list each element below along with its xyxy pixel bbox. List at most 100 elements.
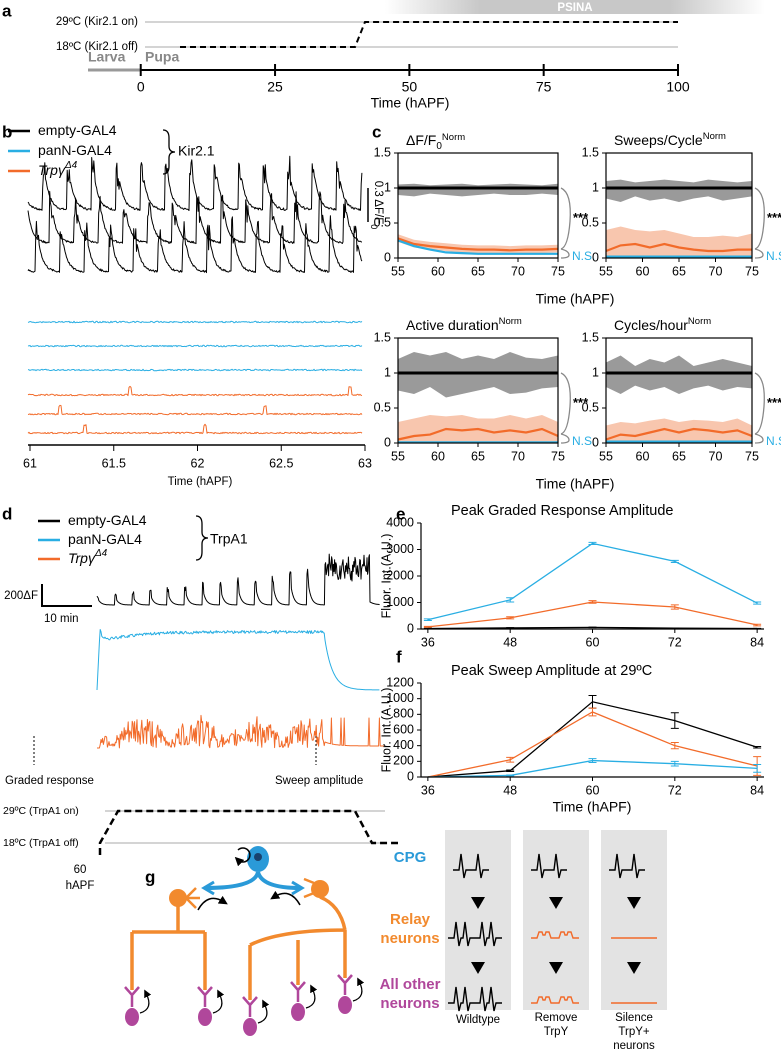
scale-bar-label: 200ΔF	[4, 590, 38, 602]
axes	[420, 523, 764, 630]
y-tick-label: 0.5	[582, 400, 599, 414]
legend-group: TrpA1	[210, 531, 248, 547]
x-tick-label: 65	[471, 449, 485, 463]
x-tick-label: 84	[750, 635, 764, 649]
column-bg	[523, 830, 589, 1010]
relay-label: Relay	[390, 911, 431, 928]
panel-label: c	[372, 122, 381, 141]
temp-label: 18ºC (TrpA1 off)	[3, 837, 79, 849]
feedback-arrow	[257, 999, 270, 1024]
y-tick-label: 800	[393, 707, 414, 721]
x-tick-label: 50	[402, 79, 418, 95]
x-tick-label: 60	[431, 264, 445, 278]
y-tick-label: 4000	[386, 515, 414, 529]
neuron	[338, 996, 352, 1014]
x-tick-label: 75	[551, 449, 565, 463]
column-label: Remove	[535, 1012, 578, 1024]
trace	[27, 368, 363, 372]
relay-receptor	[303, 877, 315, 899]
legend-brace	[195, 515, 209, 561]
ns-bracket	[560, 248, 570, 259]
legend-name: panN-GAL4	[38, 142, 112, 158]
cpg-axon	[204, 871, 301, 890]
title-sup: Norm	[442, 132, 465, 143]
waveform	[531, 853, 567, 879]
y-axis-label: Fluor. Int.(A.U.)	[379, 688, 393, 773]
column-label: TrpY	[544, 1026, 569, 1038]
error-bar	[753, 601, 762, 605]
x-tick-label: 55	[599, 449, 613, 463]
feedback-arrow	[305, 984, 318, 1009]
legend-entry: empty-GAL4	[38, 122, 117, 138]
series-line	[397, 237, 559, 252]
legend-sup: Δ4	[94, 548, 108, 559]
x-tick-label: 75	[536, 79, 552, 95]
trace	[96, 629, 380, 691]
x-tick-label: 55	[391, 264, 405, 278]
title-sup: Norm	[688, 316, 711, 327]
title-sup: Norm	[703, 131, 726, 142]
x-tick-label: 62.5	[269, 456, 293, 470]
y-tick-label: 0.5	[582, 215, 599, 229]
axis-label: Time (hAPF)	[168, 476, 233, 488]
arrow	[627, 897, 641, 909]
column-bg	[445, 830, 511, 1010]
receptor	[197, 986, 213, 1007]
relay-axons	[130, 895, 347, 1000]
chart-title: ΔF/F0Norm	[406, 132, 465, 153]
title-text: ΔF/F	[406, 132, 436, 148]
x-tick-label: 61.5	[102, 456, 126, 470]
panel-label: d	[2, 504, 12, 523]
title-text: Cycles/hour	[614, 317, 688, 333]
error-bar	[670, 604, 679, 610]
waveform	[453, 853, 489, 879]
title-sub: 0	[436, 141, 442, 152]
trace	[27, 385, 363, 397]
y-tick-label: 0	[592, 250, 599, 264]
ns-bracket	[754, 433, 764, 444]
y-tick-label: 1.5	[582, 145, 599, 159]
y-tick-label: 600	[393, 722, 414, 736]
plot-frame	[605, 152, 753, 259]
column-bg	[601, 830, 667, 1010]
x-tick-label: 25	[267, 79, 283, 95]
scale-bar-label: 10 min	[44, 613, 79, 625]
x-tick-label: 70	[511, 449, 525, 463]
relay-label: neurons	[380, 930, 439, 947]
chart-title: Peak Sweep Amplitude at 29ºC	[451, 663, 652, 679]
title-text: Peak Sweep Amplitude at 29ºC	[451, 663, 652, 679]
significance-bracket	[754, 187, 765, 250]
x-tick-label: 60	[586, 635, 600, 649]
x-tick-label: 55	[391, 449, 405, 463]
legend-entry: TrpγΔ4	[68, 548, 108, 566]
annotation: Sweep amplitude	[275, 775, 363, 787]
psina-label: PSINA	[557, 2, 592, 14]
y-tick-label: 2000	[386, 568, 414, 582]
x-tick-label: 65	[672, 264, 686, 278]
waveform	[609, 853, 645, 879]
series-line	[397, 239, 558, 255]
significance-bracket	[560, 372, 571, 435]
significance-bracket	[560, 187, 571, 250]
error-bar	[588, 600, 597, 604]
series-line	[605, 242, 752, 253]
error-bar	[670, 627, 679, 629]
start-unit: hAPF	[66, 880, 95, 892]
error-bar	[506, 774, 515, 777]
panel-g: g CPG Relay neurons All other neurons Wi…	[124, 830, 667, 1050]
y-tick-label: 1.5	[374, 330, 391, 344]
series-line	[427, 601, 758, 628]
legend-entry: panN-GAL4	[38, 142, 112, 158]
legend-entry: empty-GAL4	[68, 512, 147, 528]
annotation: ***	[767, 395, 781, 410]
trace	[97, 714, 385, 749]
trace	[27, 215, 363, 274]
series-line	[427, 542, 758, 621]
x-tick-label: 48	[503, 783, 517, 797]
annotation: N.S.	[572, 434, 595, 448]
waveform	[531, 996, 579, 1004]
column-label: neurons	[613, 1040, 655, 1050]
feedback-arrow	[270, 890, 301, 906]
x-tick-label: 100	[666, 79, 690, 95]
feedback-arrow	[212, 989, 225, 1014]
